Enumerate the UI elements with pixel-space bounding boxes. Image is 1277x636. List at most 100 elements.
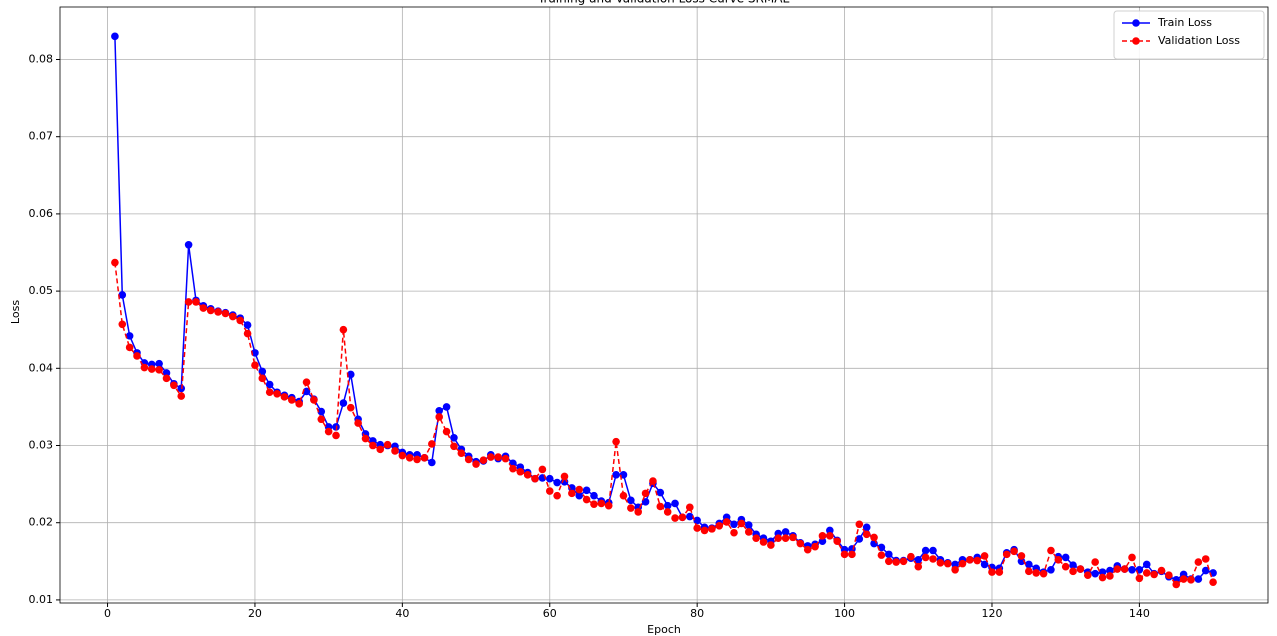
data-point — [781, 534, 790, 542]
data-point — [287, 396, 296, 404]
data-point — [980, 560, 989, 569]
data-point — [413, 455, 421, 464]
data-point — [693, 516, 701, 525]
axes-frame — [59, 6, 1269, 604]
data-point — [553, 491, 561, 500]
data-point — [966, 555, 974, 564]
data-point — [214, 308, 222, 316]
data-point — [361, 434, 370, 443]
data-point — [568, 484, 576, 492]
data-point — [597, 499, 606, 508]
data-point — [1157, 566, 1166, 575]
data-point — [951, 566, 959, 574]
data-point — [243, 329, 252, 338]
y-tick-label: 0.03 — [29, 439, 54, 452]
data-point — [324, 427, 333, 436]
data-point — [1061, 553, 1070, 562]
data-point — [884, 550, 893, 559]
data-point — [796, 539, 805, 548]
data-point — [383, 440, 392, 449]
data-point — [730, 528, 738, 537]
data-point — [811, 542, 819, 551]
data-point — [376, 445, 385, 454]
data-point — [1098, 573, 1107, 582]
data-point — [199, 304, 208, 312]
data-point — [826, 532, 834, 540]
data-point — [1187, 576, 1195, 584]
data-point — [1017, 557, 1026, 566]
data-point — [899, 557, 908, 566]
data-point — [125, 343, 134, 352]
data-point — [627, 496, 635, 505]
data-point — [111, 32, 119, 41]
data-point — [1032, 569, 1041, 577]
data-point — [848, 550, 856, 559]
data-point — [737, 519, 746, 528]
y-tick-label: 0.01 — [29, 593, 54, 606]
data-point — [339, 399, 348, 407]
data-point — [192, 298, 200, 306]
data-point — [442, 403, 451, 411]
legend-marker — [1132, 19, 1140, 27]
data-point — [1209, 578, 1217, 586]
data-point — [781, 528, 790, 536]
data-point — [155, 359, 163, 368]
data-point — [221, 309, 230, 318]
data-point — [744, 521, 753, 529]
data-point — [420, 454, 429, 462]
data-point — [1010, 547, 1018, 556]
data-point — [118, 291, 127, 299]
x-axis-label: Epoch — [647, 623, 681, 636]
data-point — [398, 451, 407, 460]
data-point — [147, 365, 156, 373]
data-point — [752, 534, 760, 542]
data-point — [995, 568, 1004, 576]
grid: 0 20 40 60 80 100 120 140 0.01 0.02 0.03 0.04 0.05 0.… — [29, 7, 1268, 620]
data-point — [494, 453, 502, 461]
data-point — [501, 454, 510, 463]
x-tick-label: 0 — [104, 607, 111, 620]
data-point — [656, 502, 665, 511]
data-point — [243, 321, 252, 329]
data-point — [1128, 566, 1136, 574]
data-point — [206, 306, 215, 315]
data-point — [118, 320, 127, 329]
data-point — [671, 514, 679, 522]
data-point — [678, 513, 687, 522]
data-point — [1142, 569, 1151, 577]
y-tick-label: 0.04 — [29, 361, 54, 374]
data-point — [722, 518, 731, 526]
data-point — [568, 489, 576, 498]
data-point — [155, 366, 163, 374]
data-point — [133, 352, 141, 360]
series-line — [114, 262, 1214, 586]
data-point — [516, 467, 525, 476]
data-point — [914, 555, 923, 564]
data-point — [980, 552, 989, 560]
data-point — [1135, 574, 1144, 583]
data-point — [1091, 558, 1099, 566]
data-point — [936, 559, 945, 567]
data-point — [884, 557, 893, 566]
data-point — [162, 374, 171, 383]
data-point — [339, 325, 348, 334]
data-point — [907, 552, 915, 561]
y-tick-label: 0.08 — [29, 52, 54, 65]
y-tick-label: 0.02 — [29, 516, 54, 529]
x-tick-label: 20 — [248, 607, 262, 620]
data-point — [251, 361, 259, 370]
data-point — [663, 508, 672, 516]
data-point — [236, 316, 245, 325]
data-point — [111, 258, 119, 267]
data-point — [1083, 571, 1092, 580]
data-point — [914, 562, 923, 571]
data-point — [258, 367, 267, 376]
data-point — [1039, 569, 1048, 578]
data-point — [818, 532, 827, 540]
data-point — [553, 478, 561, 487]
data-point — [1054, 555, 1063, 564]
data-point — [295, 400, 303, 408]
data-point — [590, 491, 598, 500]
chart-title: Training and Validation Loss Curve SRMAE — [537, 0, 790, 6]
